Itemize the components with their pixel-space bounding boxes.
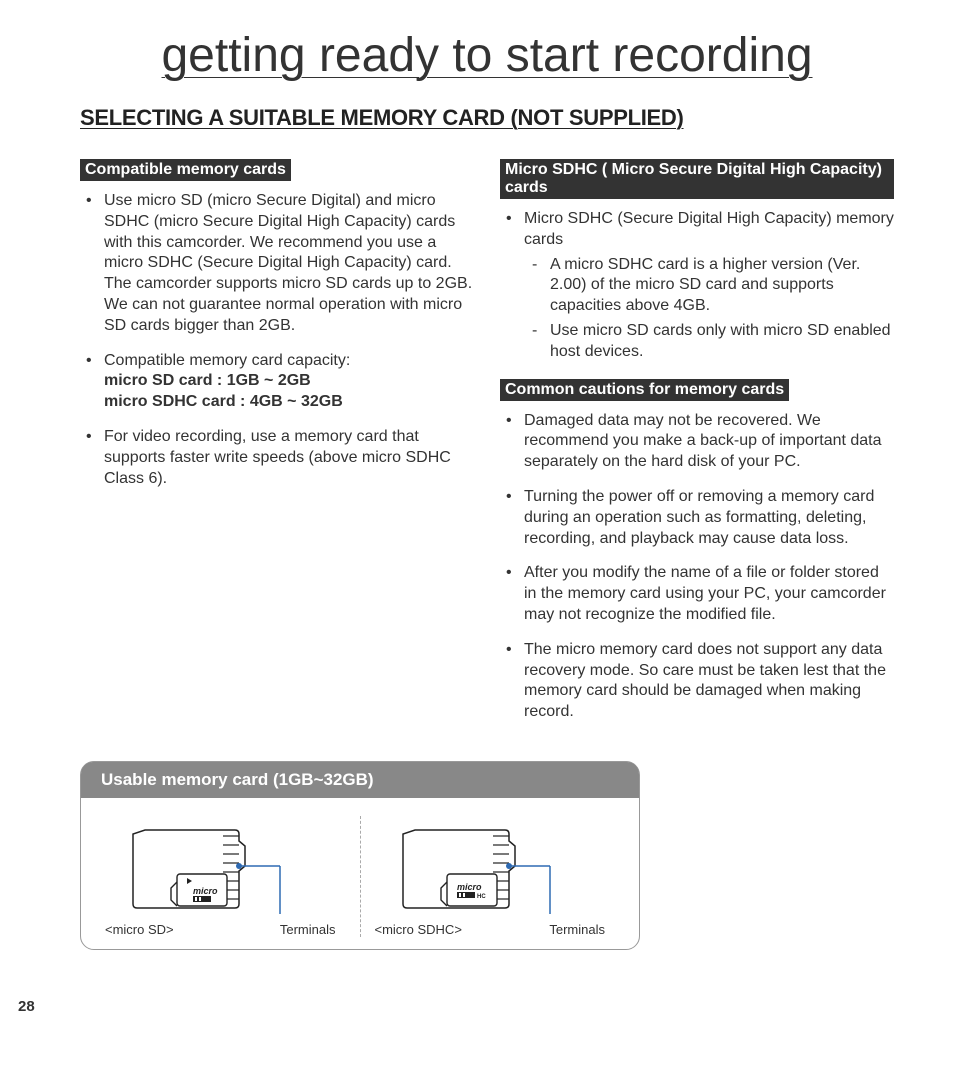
- label-common-cautions: Common cautions for memory cards: [500, 379, 789, 401]
- svg-text:HC: HC: [477, 894, 486, 900]
- terminals-label: Terminals: [280, 922, 336, 937]
- usable-memory-card-box: Usable memory card (1GB~32GB): [80, 761, 640, 950]
- page-title: getting ready to start recording: [80, 28, 894, 83]
- section-heading: SELECTING A SUITABLE MEMORY CARD (NOT SU…: [80, 105, 894, 131]
- label-micro-sdhc: Micro SDHC ( Micro Secure Digital High C…: [500, 159, 894, 199]
- label-compatible-cards: Compatible memory cards: [80, 159, 291, 181]
- card-name-micro-sdhc: <micro SDHC>: [375, 922, 462, 937]
- card-name-micro-sd: <micro SD>: [105, 922, 174, 937]
- bullet-text: After you modify the name of a file or f…: [500, 563, 894, 625]
- vertical-divider: [360, 816, 361, 937]
- micro-sdhc-icon: micro HC: [385, 816, 605, 916]
- capacity-sdhc: micro SDHC card : 4GB ~ 32GB: [104, 393, 343, 410]
- page-number: 28: [18, 998, 35, 1015]
- svg-text:micro: micro: [193, 886, 218, 896]
- dash-text: Use micro SD cards only with micro SD en…: [524, 321, 894, 363]
- card-box-header: Usable memory card (1GB~32GB): [81, 762, 639, 798]
- dash-text: A micro SDHC card is a higher version (V…: [524, 255, 894, 317]
- bullet-text: Compatible memory card capacity: micro S…: [80, 351, 474, 413]
- bullet-text: The micro memory card does not support a…: [500, 640, 894, 723]
- capacity-sd: micro SD card : 1GB ~ 2GB: [104, 372, 311, 389]
- micro-sdhc-cell: micro HC <micro SDHC> Terminals: [365, 816, 626, 937]
- bullet-text: Use micro SD (micro Secure Digital) and …: [80, 191, 474, 337]
- right-column: Micro SDHC ( Micro Secure Digital High C…: [500, 159, 894, 739]
- terminals-label: Terminals: [549, 922, 605, 937]
- bullet-lead: Micro SDHC (Secure Digital High Capacity…: [524, 210, 894, 248]
- micro-sd-cell: micro <micro SD> Terminals: [95, 816, 356, 937]
- bullet-text: Turning the power off or removing a memo…: [500, 487, 894, 549]
- bullet-text: Micro SDHC (Secure Digital High Capacity…: [500, 209, 894, 363]
- bullet-lead: Compatible memory card capacity:: [104, 352, 350, 369]
- left-column: Compatible memory cards Use micro SD (mi…: [80, 159, 474, 739]
- bullet-text: For video recording, use a memory card t…: [80, 427, 474, 489]
- micro-sd-icon: micro: [115, 816, 335, 916]
- bullet-text: Damaged data may not be recovered. We re…: [500, 411, 894, 473]
- svg-text:micro: micro: [457, 882, 482, 892]
- two-column-layout: Compatible memory cards Use micro SD (mi…: [80, 159, 894, 739]
